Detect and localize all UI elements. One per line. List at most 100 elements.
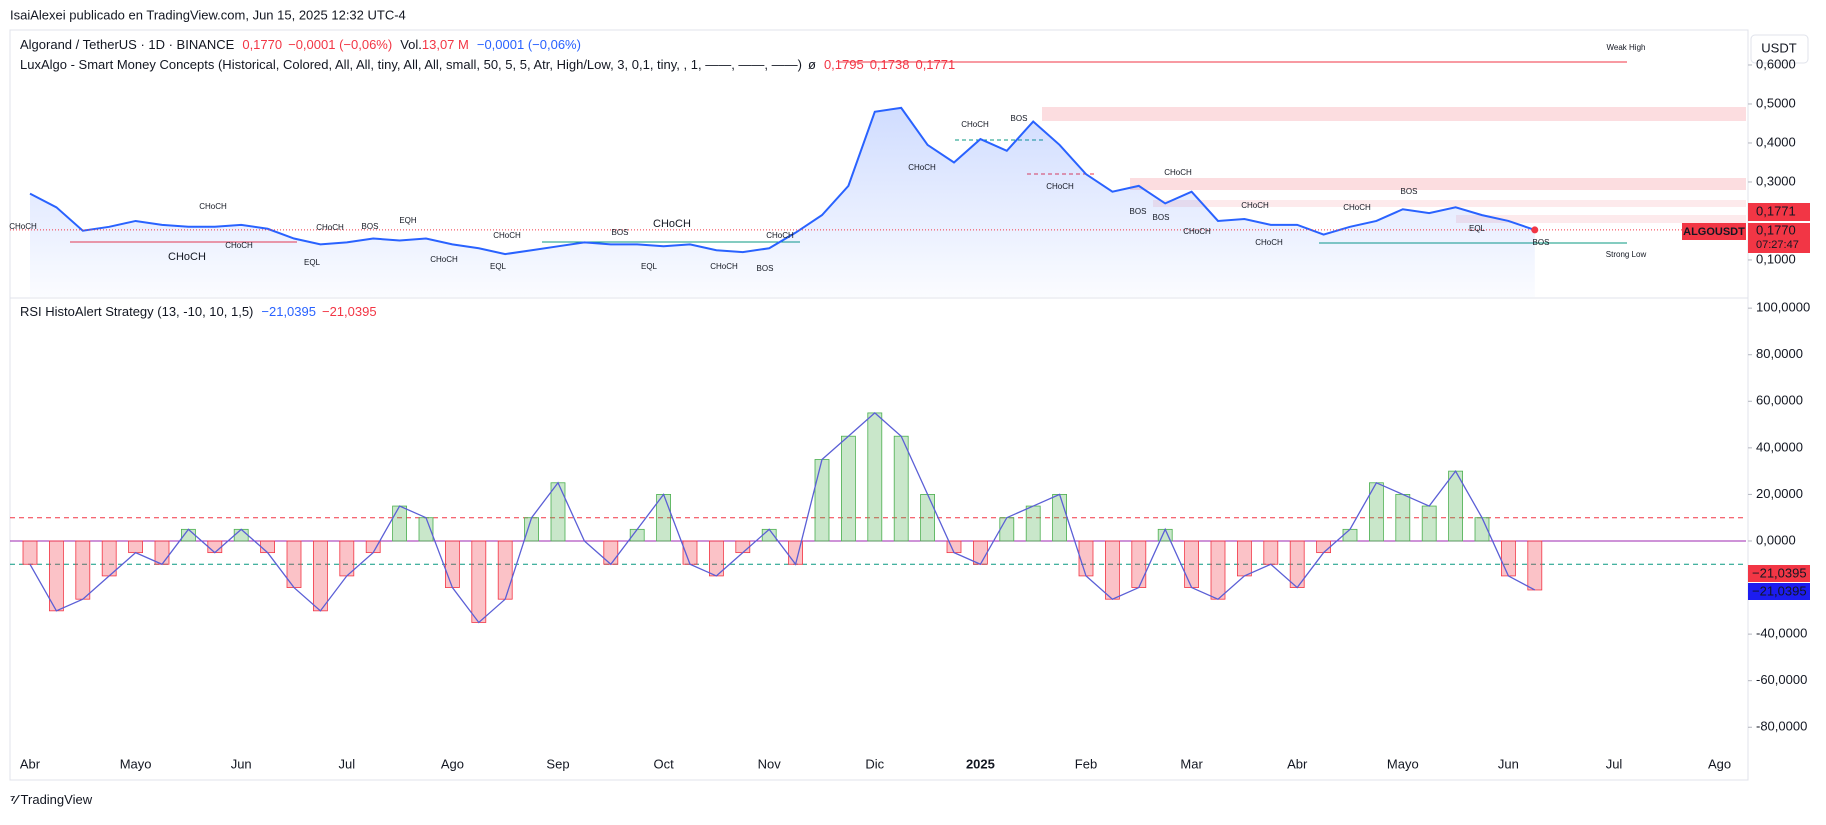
supply-zone — [1130, 178, 1746, 190]
price-line — [29, 106, 1536, 256]
smc-label: Weak High — [1607, 43, 1646, 52]
symbol-label: ALGOUSDT — [1683, 226, 1745, 238]
smc-label: CHoCH — [168, 251, 206, 263]
histogram-bar — [22, 540, 38, 565]
x-tick-label: Jun — [1498, 756, 1519, 771]
smc-label: BOS — [1011, 114, 1028, 123]
histogram-bar — [709, 540, 724, 577]
rsi-legend: RSI HistoAlert Strategy (13, -10, 10, 1,… — [20, 304, 377, 319]
x-tick-label: Ago — [1708, 756, 1731, 771]
x-tick-label: Nov — [758, 756, 782, 771]
smc-label: BOS — [1153, 213, 1170, 222]
value-box — [1748, 583, 1810, 600]
smc-label: EQL — [641, 262, 658, 271]
histogram-bar — [1421, 505, 1437, 542]
price-area — [30, 107, 1535, 297]
y-tick-label: 0,6000 — [1756, 56, 1796, 71]
y-tick-label: 80,0000 — [1756, 346, 1803, 361]
x-tick-label: Mar — [1180, 756, 1203, 771]
histogram-bar — [207, 540, 223, 554]
x-tick-label: Mayo — [1387, 756, 1419, 771]
smc-label: BOS — [612, 228, 629, 237]
histogram-bar — [1237, 540, 1252, 577]
histogram-bar — [1184, 540, 1199, 588]
smc-label: BOS — [1401, 187, 1418, 196]
histogram-bar — [973, 540, 988, 565]
x-tick-label: 2025 — [966, 756, 995, 771]
histogram-bar — [1501, 540, 1516, 577]
indicator-value: 0,1771 — [915, 57, 955, 72]
smc-label: CHoCH — [653, 218, 691, 230]
x-tick-label: Feb — [1075, 756, 1097, 771]
histogram-bar — [128, 540, 144, 554]
y-tick-label: 0,3000 — [1756, 173, 1796, 188]
x-tick-label: Oct — [653, 756, 674, 771]
smc-label: CHoCH — [430, 255, 458, 264]
rsi-value: −21,0395 — [261, 304, 316, 319]
histogram-bar — [1052, 494, 1067, 542]
histogram-bar — [893, 435, 909, 542]
symbol-title: Algorand / TetherUS · 1D · BINANCE 0,1770… — [20, 37, 581, 52]
marker-box — [1748, 203, 1810, 221]
last: 0,1770 — [242, 37, 282, 52]
x-tick-label: Abr — [1287, 756, 1308, 771]
countdown: 07:27:47 — [1756, 239, 1799, 251]
indicator-name: LuxAlgo - Smart Money Concepts (Historic… — [20, 57, 802, 72]
histogram-bar — [75, 540, 91, 600]
smc-label: CHoCH — [493, 231, 521, 240]
histogram-bar — [735, 540, 751, 554]
smc-label: CHoCH — [710, 262, 738, 271]
value-label: −21,0395 — [1752, 565, 1807, 580]
x-tick-label: Jun — [231, 756, 252, 771]
indicator-value: 0,1738 — [870, 57, 910, 72]
currency-label[interactable]: USDT — [1761, 40, 1796, 55]
indicator: LuxAlgo - Smart Money Concepts (Historic… — [20, 57, 955, 72]
histogram-bar — [920, 494, 935, 542]
indicator-symbol: ø — [808, 57, 816, 72]
histogram-bar — [999, 517, 1015, 542]
smc-label: CHoCH — [961, 120, 989, 129]
indicator-value: 0,1795 — [824, 57, 864, 72]
histogram-bar — [444, 540, 460, 588]
currency-button[interactable] — [1750, 34, 1809, 64]
y-tick-label: 20,0000 — [1756, 486, 1803, 501]
histogram-bar — [1395, 494, 1411, 542]
histogram-bar — [867, 412, 883, 542]
histogram-bar — [550, 482, 566, 542]
smc-label: CHoCH — [9, 222, 37, 231]
histogram-bar — [1025, 505, 1041, 542]
histogram-bar — [1131, 540, 1147, 588]
vol-change: −0,0001 (−0,06%) — [477, 37, 581, 52]
brand: ⁷⁄ TradingView — [10, 792, 93, 807]
smc-label: CHoCH — [1241, 201, 1269, 210]
smc-label: BOS — [1130, 207, 1147, 216]
x-tick-label: Mayo — [120, 756, 152, 771]
smc-label: CHoCH — [1255, 238, 1283, 247]
supply-zone — [1042, 107, 1746, 121]
histogram-bar — [1078, 540, 1094, 577]
y-tick-label: -40,0000 — [1756, 626, 1807, 641]
histogram-bar — [524, 517, 539, 542]
smc-label: CHoCH — [1343, 203, 1371, 212]
vol: 13,07 M — [422, 37, 469, 52]
histogram-bar — [497, 540, 513, 600]
symbol: Algorand / TetherUS · 1D · BINANCE — [20, 37, 235, 52]
smc-label: Strong Low — [1606, 250, 1647, 259]
y-tick-label: -80,0000 — [1756, 719, 1807, 734]
smc-label: CHoCH — [316, 223, 344, 232]
rsi-title: RSI HistoAlert Strategy (13, -10, 10, 1,… — [20, 304, 253, 319]
price-label: 0,1770 — [1756, 222, 1796, 237]
smc-label: CHoCH — [1164, 168, 1192, 177]
legend: Algorand / TetherUS · 1D · BINANCE 0,1770… — [20, 37, 955, 319]
histogram-bar — [841, 435, 856, 542]
rsi-value: −21,0395 — [322, 304, 377, 319]
x-tick-label: Ago — [441, 756, 464, 771]
smc-label: EQL — [1469, 224, 1486, 233]
brand-logo: ⁷⁄ — [10, 792, 20, 807]
smc-label: CHoCH — [1046, 182, 1074, 191]
x-tick-label: Jul — [338, 756, 355, 771]
value-box — [1748, 565, 1810, 582]
histogram-bar — [1527, 540, 1543, 591]
change: −0,0001 (−0,06%) — [288, 37, 392, 52]
